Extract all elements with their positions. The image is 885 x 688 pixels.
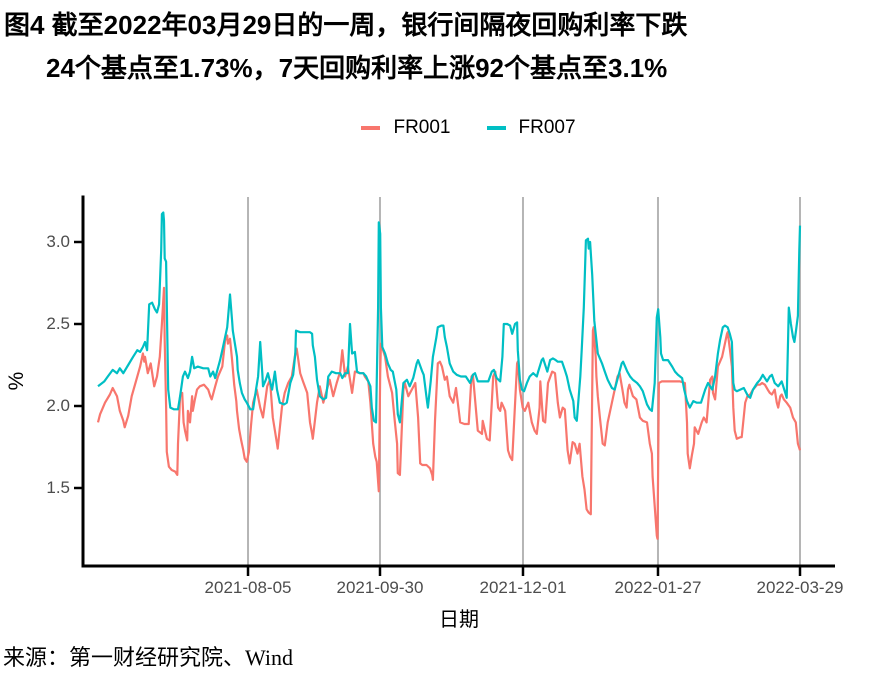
legend-label-fr001: FR001 [393,117,451,138]
source-caption: 来源：第一财经研究院、Wind [3,645,293,670]
legend-item-fr001: FR001 [361,117,451,139]
axis-ticks [74,240,802,576]
y-tick-label-2: 2.0 [46,396,70,415]
x-tick-label-2022-03-29: 2022-03-29 [756,578,844,597]
y-axis-title: % [5,371,28,391]
data-series [96,211,802,540]
legend-label-fr007: FR007 [518,117,576,138]
series-line-FR001 [96,286,802,540]
fr007-line-swatch-icon [486,126,506,130]
chart-title-line2: 24个基点至1.73%，7天回购利率上涨92个基点至3.1% [46,53,668,83]
y-tick-label-3: 3.0 [46,232,70,251]
x-tick-label-2021-09-30: 2021-09-30 [336,578,424,597]
x-tick-label-2021-08-05: 2021-08-05 [204,578,292,597]
y-tick-label-1.5: 1.5 [46,478,70,497]
series-line-FR007 [97,211,802,424]
chart-legend: FR001 FR007 [0,111,885,145]
y-tick-label-2.5: 2.5 [46,314,70,333]
chart-title: 图4 截至2022年03月29日的一周，银行间隔夜回购利率下跌 24个基点至1.… [4,4,864,90]
legend-item-fr007: FR007 [486,117,576,139]
x-axis-title: 日期 [439,609,479,631]
x-tick-label-2022-01-27: 2022-01-27 [614,578,702,597]
fr001-line-swatch-icon [361,126,381,130]
axes [81,195,835,568]
x-tick-label-2021-12-01: 2021-12-01 [479,578,567,597]
chart-title-line1: 图4 截至2022年03月29日的一周，银行间隔夜回购利率下跌 [4,10,688,40]
